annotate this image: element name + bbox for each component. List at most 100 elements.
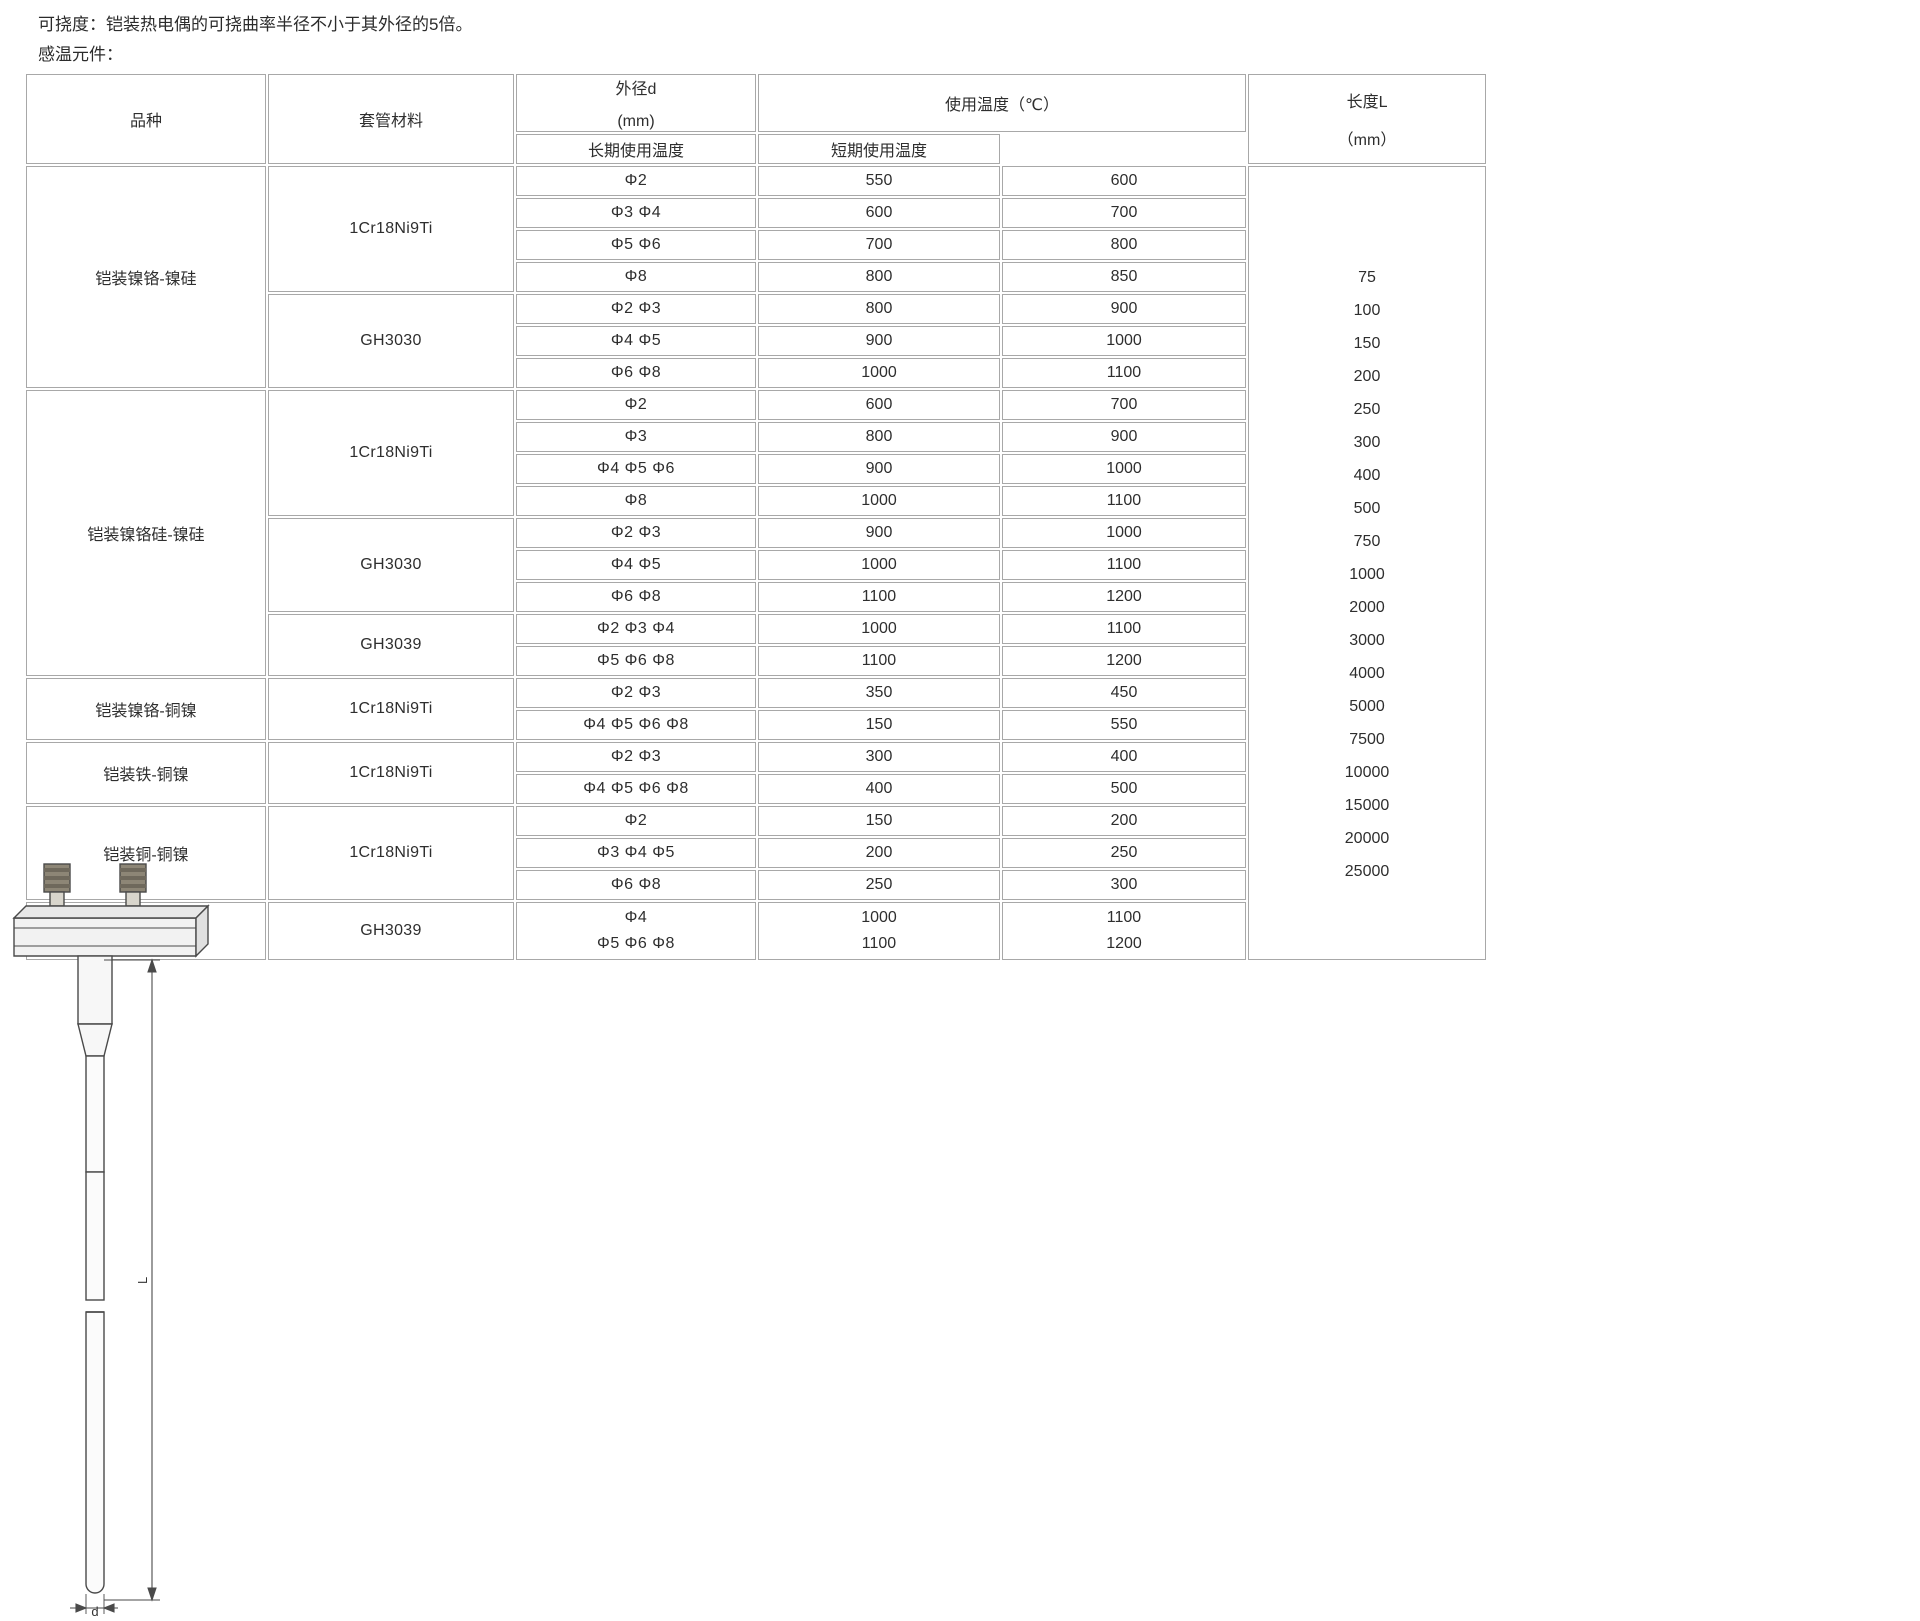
- table-body: 铠装镍铬-镍硅 1Cr18Ni9Ti Φ2 550 600 75 100 150 200 250 3…: [26, 166, 1487, 960]
- cell-variety: 铠装镍铬-铜镍: [26, 678, 266, 740]
- table-row: 铠装镍铬-镍硅 1Cr18Ni9Ti Φ2 550 600 75 100 150 200 250 3…: [26, 166, 1487, 960]
- header-use-temperature: 使用温度（℃）: [758, 74, 1247, 132]
- table-row: Φ6 Φ8 1000 1100: [26, 358, 1486, 388]
- cell-short-term-temperature: 1200: [1002, 582, 1247, 612]
- cell-sheath-material: 1Cr18Ni9Ti: [268, 390, 514, 516]
- cell-long-term-temperature: 350: [758, 678, 1000, 708]
- cell-short-term-temperature: 700: [1002, 198, 1247, 228]
- probe-tip: [85, 1311, 105, 1594]
- length-value: 1000: [1349, 565, 1385, 583]
- header-variety: 品种: [26, 74, 266, 164]
- cell-outer-diameter: Φ2 Φ3: [516, 294, 756, 324]
- diameter-label: d: [91, 1604, 98, 1619]
- cell-outer-diameter: Φ2 Φ3: [516, 742, 756, 772]
- length-value: 3000: [1349, 631, 1385, 649]
- cell-outer-diameter: Φ6 Φ8: [516, 870, 756, 900]
- sheath-upper-section: [85, 1055, 105, 1173]
- length-value: 2000: [1349, 598, 1385, 616]
- length-value: 7500: [1349, 730, 1385, 748]
- specification-table: 品种 套管材料 外径d (mm) 使用温度（℃） 长度L （mm）: [24, 72, 1488, 962]
- cell-outer-diameter: Φ5 Φ6 Φ8: [516, 646, 756, 676]
- cell-outer-diameter: Φ2 Φ3: [516, 678, 756, 708]
- header-length-unit: （mm）: [1337, 132, 1397, 149]
- cell-sheath-material: GH3030: [268, 294, 514, 388]
- cell-outer-diameter: Φ8: [516, 486, 756, 516]
- header-length-title: 长度L: [1346, 94, 1388, 111]
- cell-outer-diameter: Φ2: [516, 390, 756, 420]
- cell-short-term-temperature: 850: [1002, 262, 1247, 292]
- length-value: 500: [1353, 499, 1381, 517]
- cell-short-term-temperature: 600: [1002, 166, 1247, 196]
- cell-outer-diameter: Φ4 Φ5 Φ6 Φ8: [516, 710, 756, 740]
- cell-long-term-temperature: 200: [758, 838, 1000, 868]
- cell-long-term-temperature: 800: [758, 422, 1000, 452]
- cell-long-term-temperature: 1000 1100: [758, 902, 1000, 960]
- cell-outer-diameter: Φ2: [516, 166, 756, 196]
- header-short-term-temperature: 短期使用温度: [758, 134, 1000, 164]
- header-length: 长度L （mm）: [1248, 74, 1487, 164]
- header-sheath-material: 套管材料: [268, 74, 514, 164]
- cell-variety: 铠装镍铬硅-镍硅: [26, 390, 266, 676]
- table-row: Φ4 Φ5 Φ6 Φ8 150 550: [26, 710, 1486, 740]
- header-row-main: 品种 套管材料 外径d (mm) 使用温度（℃） 长度L （mm）: [26, 74, 1487, 164]
- cell-outer-diameter: Φ4 Φ5 Φ6 Φ8: [516, 902, 756, 960]
- header-outer-diameter-title: 外径d: [615, 81, 657, 98]
- temperature-line: 1100: [861, 935, 897, 952]
- cell-short-term-temperature: 1100 1200: [1002, 902, 1247, 960]
- cell-long-term-temperature: 900: [758, 518, 1000, 548]
- cell-short-term-temperature: 1100: [1002, 486, 1247, 516]
- cell-outer-diameter: Φ3 Φ4: [516, 198, 756, 228]
- thermocouple-drawing: L d: [0, 860, 260, 1620]
- flexibility-note: 可挠度：铠装热电偶的可挠曲率半径不小于其外径的5倍。: [38, 15, 473, 34]
- table-row: GH3030 Φ2 Φ3 900 1000: [26, 518, 1486, 612]
- cell-sheath-material: 1Cr18Ni9Ti: [268, 678, 514, 740]
- cell-outer-diameter: Φ2 Φ3 Φ4: [516, 614, 756, 644]
- table-row: Φ6 Φ8 250 300: [26, 870, 1486, 900]
- length-value: 15000: [1344, 796, 1390, 814]
- cell-long-term-temperature: 1000: [758, 358, 1000, 388]
- table-row: Φ6 Φ8 1100 1200: [26, 582, 1486, 612]
- table-row: Φ3 Φ4 Φ5 200 250: [26, 838, 1486, 868]
- cell-long-term-temperature: 250: [758, 870, 1000, 900]
- table-row: Φ5 Φ6 700 800: [26, 230, 1486, 260]
- length-value: 250: [1353, 400, 1381, 418]
- cell-short-term-temperature: 300: [1002, 870, 1247, 900]
- cell-sheath-material: 1Cr18Ni9Ti: [268, 742, 514, 804]
- cell-long-term-temperature: 600: [758, 198, 1000, 228]
- table-head: 品种 套管材料 外径d (mm) 使用温度（℃） 长度L （mm）: [26, 74, 1487, 164]
- diameter-line: Φ4: [624, 909, 648, 926]
- cell-outer-diameter: Φ5 Φ6: [516, 230, 756, 260]
- sheath-mid-section: [85, 1171, 105, 1301]
- upper-tube: [77, 955, 113, 1025]
- length-value: 300: [1353, 433, 1381, 451]
- cell-outer-diameter: Φ2 Φ3: [516, 518, 756, 548]
- diameter-line: Φ5 Φ6 Φ8: [597, 935, 675, 952]
- cell-short-term-temperature: 250: [1002, 838, 1247, 868]
- cell-long-term-temperature: 600: [758, 390, 1000, 420]
- temperature-line: 1000: [861, 909, 897, 926]
- cell-outer-diameter: Φ2: [516, 806, 756, 836]
- cell-short-term-temperature: 700: [1002, 390, 1247, 420]
- length-value: 75: [1358, 268, 1376, 286]
- cell-outer-diameter: Φ4 Φ5: [516, 550, 756, 580]
- length-value-list: 75 100 150 200 250 300 400 500 750 1000 2000 3000 40…: [1249, 239, 1485, 888]
- length-value: 400: [1353, 466, 1381, 484]
- cell-long-term-temperature: 1000: [758, 614, 1000, 644]
- table-row: 铠装铁-铜镍 1Cr18Ni9Ti Φ2 Φ3 300 400: [26, 742, 1486, 804]
- cell-long-term-temperature: 1100: [758, 646, 1000, 676]
- table-row: Φ4 Φ5 1000 1100: [26, 550, 1486, 580]
- cell-long-term-temperature: 800: [758, 262, 1000, 292]
- length-label: L: [135, 1277, 150, 1284]
- cell-long-term-temperature: 800: [758, 294, 1000, 324]
- table-row: Φ3 Φ4 600 700: [26, 198, 1486, 228]
- cell-sheath-material: GH3039: [268, 614, 514, 676]
- cell-long-term-temperature: 1000: [758, 486, 1000, 516]
- length-value: 5000: [1349, 697, 1385, 715]
- cell-short-term-temperature: 1000: [1002, 454, 1247, 484]
- table-row: Φ3 800 900: [26, 422, 1486, 452]
- cell-short-term-temperature: 400: [1002, 742, 1247, 772]
- junction-head-side: [195, 904, 209, 958]
- cell-short-term-temperature: 1100: [1002, 614, 1247, 644]
- table-row: Φ4 Φ5 900 1000: [26, 326, 1486, 356]
